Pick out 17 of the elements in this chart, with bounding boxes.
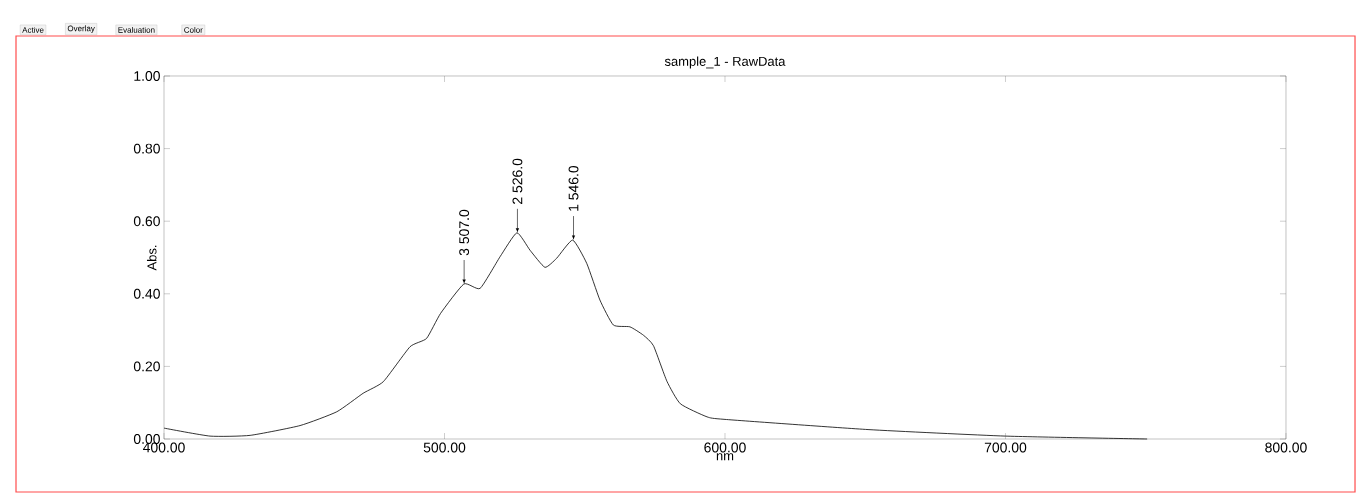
annotation: 1 546.0 <box>568 165 579 211</box>
x-axis-title: nm <box>716 453 734 461</box>
y-tick-label: 0.20 <box>133 361 160 372</box>
y-tick-label: 1.00 <box>134 71 160 81</box>
x-tick-label: 800.00 <box>1265 442 1307 453</box>
chart-title: sample_1 - RawData <box>664 56 786 69</box>
y-tick-label: 0.40 <box>133 288 160 299</box>
y-tick-label: 0.60 <box>133 216 160 227</box>
y-tick-label: 0.00 <box>133 434 160 444</box>
annotation: 3 507.0 <box>459 209 470 256</box>
y-tick-label: 0.80 <box>133 143 160 154</box>
x-tick-label: 600.00 <box>704 442 746 453</box>
annotation: 2 526.0 <box>512 158 523 204</box>
x-tick-label: 400.00 <box>142 442 185 453</box>
y-axis-title: Abs. <box>146 245 157 271</box>
x-tick-label: 500.00 <box>423 442 466 453</box>
x-tick-label: 700.00 <box>984 442 1027 453</box>
